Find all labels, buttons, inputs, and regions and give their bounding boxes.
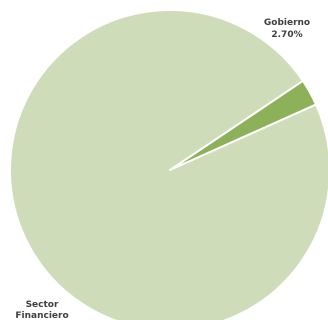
slice-label-gobierno: Gobierno xyxy=(264,18,310,28)
slice-label-sector-financiero: Sector xyxy=(26,300,59,310)
slice-value-label-gobierno: 2.70% xyxy=(271,30,302,40)
slice-label-sector-financiero-line2: Financiero xyxy=(15,311,68,320)
pie-slices xyxy=(9,9,328,320)
pie-slice-sector-financiero xyxy=(9,9,328,320)
